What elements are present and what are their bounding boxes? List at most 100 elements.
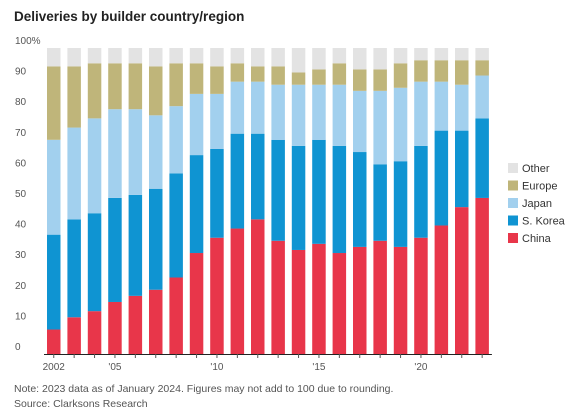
bar-other-2016 (332, 48, 347, 64)
bar-other-2022 (455, 48, 469, 61)
bar-japan-2010 (210, 93, 224, 149)
bar-europe-2020 (414, 60, 428, 82)
bar-other-2015 (312, 48, 326, 70)
x-tick-label: 2002 (43, 362, 66, 373)
bar-other-2009 (189, 48, 204, 64)
bar-europe-2021 (434, 60, 449, 82)
bar-other-2017 (353, 48, 367, 70)
y-tick-label: 80 (15, 97, 27, 108)
bar-japan-2007 (149, 115, 163, 189)
bar-europe-2023 (475, 60, 489, 76)
chart-source: Source: Clarksons Research (14, 398, 148, 410)
bar-china-2020 (414, 237, 428, 354)
bar-china-2010 (210, 237, 224, 354)
bar-europe-2003 (67, 66, 81, 128)
chart-note: Note: 2023 data as of January 2024. Figu… (14, 383, 394, 395)
bar-europe-2002 (47, 66, 61, 140)
bar-europe-2012 (251, 66, 265, 82)
bar-japan-2018 (373, 90, 387, 165)
bar-s-korea-2013 (271, 139, 285, 241)
legend-swatch-europe (508, 180, 518, 191)
bar-japan-2017 (353, 90, 367, 153)
bar-s-korea-2015 (312, 139, 326, 244)
bar-s-korea-2021 (434, 130, 449, 226)
bar-europe-2015 (312, 69, 326, 85)
y-tick-label: 0 (15, 342, 21, 353)
bar-china-2021 (434, 225, 449, 354)
bar-japan-2020 (414, 81, 428, 146)
y-tick-label: 30 (15, 250, 27, 261)
bar-europe-2010 (210, 66, 224, 94)
bar-other-2013 (271, 48, 285, 67)
y-tick-label: 20 (15, 281, 27, 292)
bar-china-2007 (149, 289, 163, 354)
y-axis-ticks: 0 10 20 30 40 50 60 70 80 90 100% (15, 36, 41, 353)
bar-japan-2003 (67, 127, 81, 220)
bar-china-2018 (373, 240, 387, 354)
bar-china-2012 (251, 219, 265, 354)
bar-s-korea-2023 (475, 118, 489, 198)
bar-other-2020 (414, 48, 428, 61)
bar-japan-2016 (332, 84, 347, 146)
bar-japan-2021 (434, 81, 449, 131)
bar-japan-2009 (189, 93, 204, 156)
bar-s-korea-2020 (414, 145, 428, 238)
bar-china-2014 (291, 249, 306, 354)
bar-china-2013 (271, 240, 285, 354)
bar-europe-2004 (87, 63, 102, 119)
bar-china-2017 (353, 246, 367, 354)
bar-s-korea-2002 (47, 234, 61, 330)
bar-s-korea-2006 (128, 194, 143, 296)
bar-other-2018 (373, 48, 387, 70)
bar-japan-2022 (455, 84, 469, 131)
bar-europe-2006 (128, 63, 143, 110)
bar-china-2019 (393, 246, 408, 354)
bar-other-2006 (128, 48, 143, 64)
y-tick-label: 40 (15, 220, 27, 231)
bar-china-2003 (67, 317, 81, 354)
legend-swatch-other (508, 163, 518, 173)
y-tick-label: 50 (15, 189, 27, 200)
bar-s-korea-2012 (251, 133, 265, 220)
bar-s-korea-2019 (393, 161, 408, 247)
bar-europe-2022 (455, 60, 469, 85)
bar-s-korea-2003 (67, 219, 81, 318)
bar-other-2011 (230, 48, 245, 64)
bar-europe-2007 (149, 66, 163, 116)
bar-s-korea-2018 (373, 164, 387, 241)
bar-japan-2008 (169, 106, 183, 174)
bar-europe-2014 (291, 72, 306, 85)
y-tick-label: 90 (15, 67, 27, 78)
bar-s-korea-2009 (189, 155, 204, 254)
legend-swatch-japan (508, 198, 518, 208)
legend: Other Europe Japan S. Korea China (508, 163, 566, 245)
bar-s-korea-2022 (455, 130, 469, 208)
x-tick-label: '15 (312, 362, 325, 373)
bar-china-2015 (312, 243, 326, 354)
bar-europe-2016 (332, 63, 347, 85)
bar-europe-2018 (373, 69, 387, 91)
legend-label-other: Other (522, 163, 550, 175)
bar-other-2008 (169, 48, 183, 64)
bar-japan-2012 (251, 81, 265, 134)
bar-other-2019 (393, 48, 408, 64)
bar-china-2005 (108, 301, 122, 354)
y-tick-label: 10 (15, 311, 27, 322)
bar-europe-2017 (353, 69, 367, 91)
bar-other-2007 (149, 48, 163, 67)
bar-japan-2002 (47, 139, 61, 235)
bar-s-korea-2004 (87, 213, 102, 312)
bar-china-2022 (455, 207, 469, 354)
bar-japan-2005 (108, 109, 122, 198)
bar-europe-2019 (393, 63, 408, 88)
bar-japan-2006 (128, 109, 143, 195)
y-tick-label: 100% (15, 36, 41, 47)
bar-other-2010 (210, 48, 224, 67)
bar-europe-2013 (271, 66, 285, 85)
bar-other-2021 (434, 48, 449, 61)
y-tick-label: 70 (15, 128, 27, 139)
bar-s-korea-2008 (169, 173, 183, 278)
legend-label-japan: Japan (522, 198, 552, 210)
bar-s-korea-2010 (210, 148, 224, 238)
legend-label-china: China (522, 233, 552, 245)
